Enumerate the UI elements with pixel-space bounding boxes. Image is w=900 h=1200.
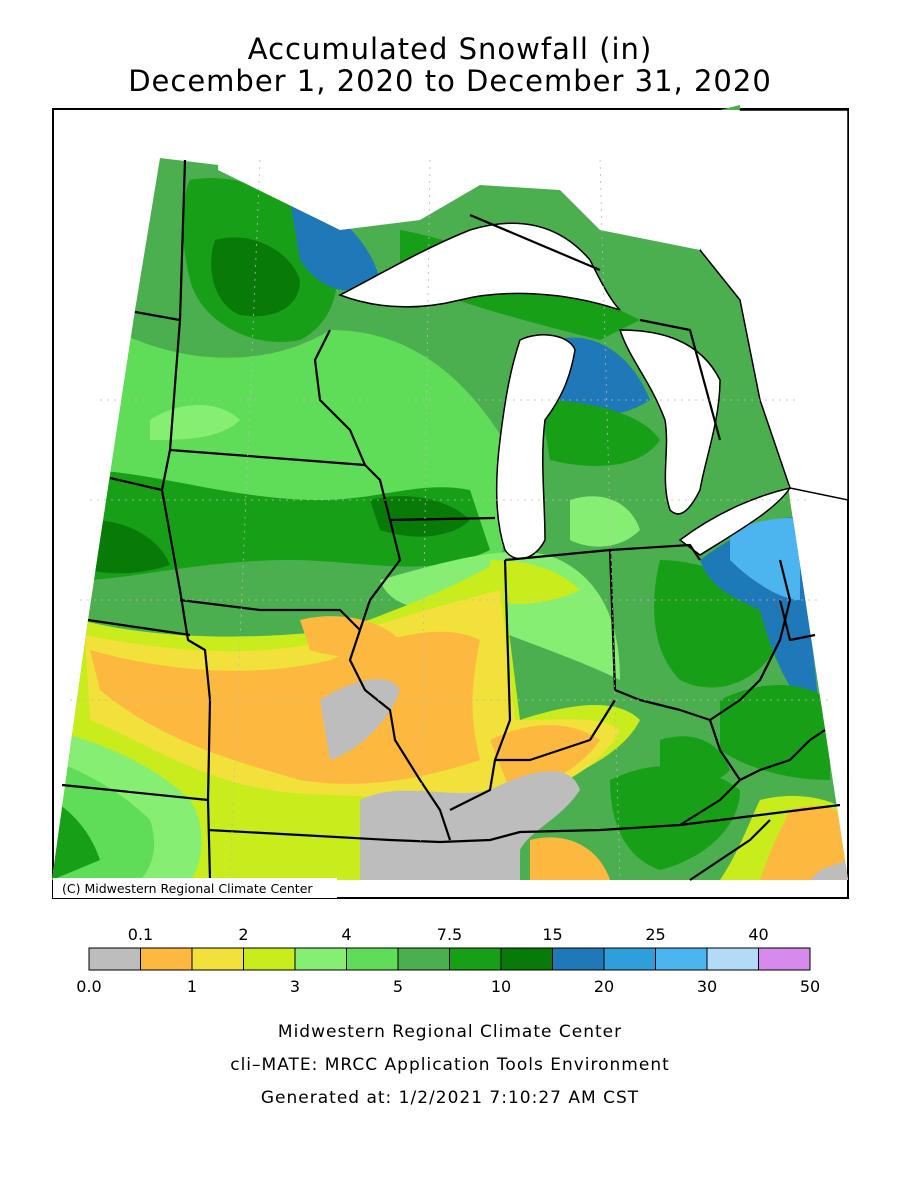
legend-top-label: 0.1 — [128, 925, 153, 944]
legend-bottom-label: 20 — [594, 977, 614, 996]
map-title: Accumulated Snowfall (in) — [247, 32, 653, 66]
credit-generated: Generated at: 1/2/2021 7:10:27 AM CST — [260, 1088, 640, 1108]
legend-swatch — [706, 947, 759, 971]
legend-top-label: 15 — [542, 925, 562, 944]
legend-top-label: 40 — [748, 925, 768, 944]
map-date-range: December 1, 2020 to December 31, 2020 — [128, 64, 772, 98]
credit-org: Midwestern Regional Climate Center — [277, 1022, 623, 1042]
graticule — [70, 159, 830, 881]
legend-bottom-label: 5 — [393, 977, 403, 996]
legend-top-label: 25 — [645, 925, 665, 944]
legend-swatch — [346, 947, 399, 971]
legend-bottom-label: 1 — [187, 977, 197, 996]
legend-swatch — [449, 947, 502, 971]
copyright-box — [53, 878, 337, 898]
legend-bottom-label: 3 — [290, 977, 300, 996]
legend-swatch — [552, 947, 605, 971]
legend-bottom-label: 50 — [800, 977, 820, 996]
state-borders — [61, 159, 841, 881]
legend-swatch — [758, 947, 811, 971]
legend-swatch — [88, 947, 141, 971]
legend-swatch — [603, 947, 656, 971]
great-lakes — [218, 109, 849, 560]
legend-bottom-label: 10 — [491, 977, 511, 996]
legend-swatch — [294, 947, 347, 971]
legend-swatch — [397, 947, 450, 971]
legend-swatch — [243, 947, 296, 971]
legend-top-label: 2 — [238, 925, 248, 944]
legend-top-label: 4 — [341, 925, 351, 944]
credit-tool: cli–MATE: MRCC Application Tools Environ… — [230, 1055, 670, 1075]
legend-swatch — [140, 947, 193, 971]
legend-swatch — [655, 947, 708, 971]
legend-bottom-label: 0.0 — [76, 977, 101, 996]
legend-bottom-label: 30 — [697, 977, 717, 996]
legend-swatch — [191, 947, 244, 971]
color-legend: 0.1 2 4 7.5 15 25 40 0.0 1 3 5 10 20 30 50 — [76, 925, 820, 996]
copyright-text: (C) Midwestern Regional Climate Center — [62, 881, 313, 896]
legend-swatch — [500, 947, 553, 971]
legend-top-label: 7.5 — [437, 925, 462, 944]
